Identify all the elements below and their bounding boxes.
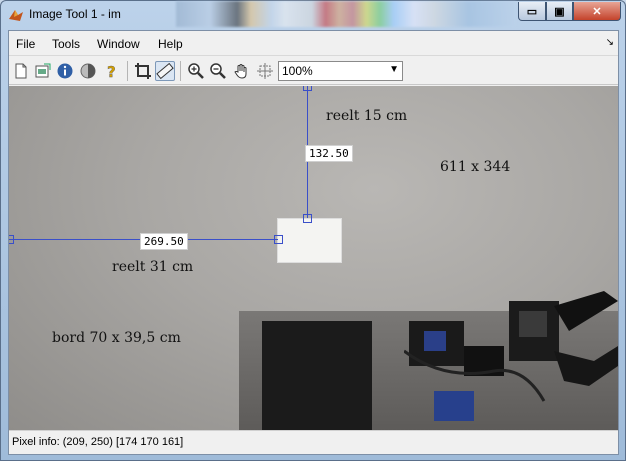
minimize-icon: ▭ [526, 5, 538, 18]
image-robot-arm [404, 291, 618, 421]
zoom-level-value: 100% [282, 64, 313, 78]
crop-button[interactable] [133, 61, 153, 81]
new-figure-button[interactable] [11, 61, 31, 81]
contrast-button[interactable] [78, 61, 98, 81]
zoom-out-button[interactable] [208, 61, 228, 81]
maximize-icon: ▣ [554, 5, 565, 18]
client-area: File Tools Window Help ↘ ? [8, 30, 619, 455]
annotation-horizontal-real: reelt 31 cm [112, 259, 194, 275]
zoom-level-select[interactable]: 100% ▼ [278, 61, 403, 81]
image-canvas[interactable]: 132.50 269.50 reelt 15 cm 611 x 344 reel… [9, 86, 618, 430]
window-title: Image Tool 1 - im [29, 7, 121, 21]
export-button[interactable] [33, 61, 53, 81]
pan-button[interactable] [232, 61, 252, 81]
menu-help[interactable]: Help [158, 37, 183, 51]
menu-tools[interactable]: Tools [52, 37, 81, 51]
crop-icon [135, 63, 151, 79]
dock-icon[interactable]: ↘ [605, 37, 614, 48]
overview-icon [257, 63, 273, 79]
measure-distance-icon [156, 62, 174, 80]
toolbar: ? 100% ▼ [9, 57, 618, 85]
status-bar: Pixel info: (209, 250) [174 170 161] [9, 430, 618, 454]
matlab-icon [9, 10, 23, 21]
close-button[interactable]: ✕ [573, 2, 621, 21]
maximize-button[interactable]: ▣ [546, 2, 573, 21]
horizontal-line-left-handle[interactable] [9, 235, 14, 244]
toolbar-separator [127, 61, 128, 81]
background-taskbar-blur [176, 1, 516, 27]
image-card-object [277, 218, 342, 263]
toolbar-separator [180, 61, 181, 81]
vertical-line-top-handle[interactable] [303, 86, 312, 91]
help-button[interactable]: ? [101, 61, 121, 81]
horizontal-line-right-handle[interactable] [274, 235, 283, 244]
measure-distance-button[interactable] [155, 61, 175, 81]
pixel-info-text: Pixel info: (209, 250) [174 170 161] [12, 436, 184, 448]
menu-file[interactable]: File [16, 37, 36, 51]
menu-window[interactable]: Window [97, 37, 140, 51]
new-figure-icon [15, 63, 27, 79]
annotation-table-size: bord 70 x 39,5 cm [52, 330, 181, 346]
horizontal-distance-label[interactable]: 269.50 [140, 233, 188, 250]
svg-text:?: ? [107, 63, 116, 80]
close-icon: ✕ [592, 5, 602, 18]
image-robot-base [262, 321, 372, 430]
info-button[interactable] [55, 61, 75, 81]
zoom-in-button[interactable] [186, 61, 206, 81]
contrast-icon [80, 63, 96, 79]
help-icon: ? [107, 63, 116, 80]
pan-hand-icon [234, 64, 247, 79]
info-icon [57, 63, 73, 79]
export-icon [35, 63, 51, 78]
overview-button[interactable] [255, 61, 275, 81]
menu-bar: File Tools Window Help ↘ [9, 31, 618, 56]
chevron-down-icon: ▼ [389, 64, 399, 75]
title-bar[interactable]: Image Tool 1 - im ▭ ▣ ✕ [1, 1, 625, 29]
vertical-line-bottom-handle[interactable] [303, 214, 312, 223]
zoom-out-icon [210, 63, 226, 79]
minimize-button[interactable]: ▭ [518, 2, 546, 21]
zoom-in-icon [188, 63, 204, 79]
annotation-vertical-real: reelt 15 cm [326, 108, 408, 124]
vertical-distance-label[interactable]: 132.50 [305, 145, 353, 162]
annotation-image-size: 611 x 344 [440, 159, 511, 175]
